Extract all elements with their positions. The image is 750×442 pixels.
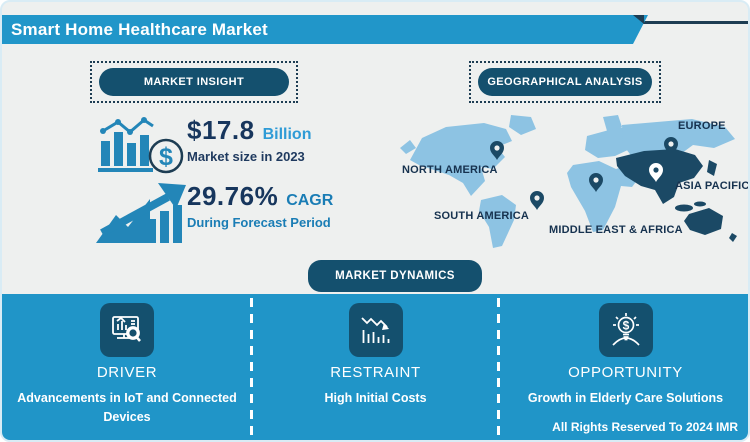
region-label-asia-pacific: ASIA PACIFIC [675,180,750,192]
opportunity-card: $ OPPORTUNITY Growth in Elderly Care Sol… [499,294,748,440]
restraint-description: High Initial Costs [324,391,427,405]
declining-bars-icon [348,303,403,357]
copyright-text: All Rights Reserved To 2024 IMR [552,420,738,434]
header-banner: Smart Home Healthcare Market [0,15,648,44]
market-insight-badge: MARKET INSIGHT [90,61,298,103]
cagr-value: 29.76% [187,181,279,211]
growth-arrow-chart-icon [94,181,194,250]
bulb-dollar-icon: $ [598,303,653,357]
page-title: Smart Home Healthcare Market [11,19,268,39]
header-notch-shape [633,15,644,24]
region-label-north-america: NORTH AMERICA [402,164,498,176]
card-separator [497,298,500,440]
market-size-caption: Market size in 2023 [187,149,305,164]
world-map: NORTH AMERICA SOUTH AMERICA EUROPE ASIA … [394,108,750,254]
opportunity-title: OPPORTUNITY [568,364,683,381]
market-size-value: $17.8 [187,115,255,145]
market-size-unit: Billion [262,126,312,143]
cagr-unit: CAGR [286,192,334,209]
restraint-title: RESTRAINT [330,364,421,381]
market-insight-badge-label: MARKET INSIGHT [99,68,289,96]
region-label-middle-east-africa: MIDDLE EAST & AFRICA [549,224,683,236]
svg-text:$: $ [622,319,629,333]
driver-card: DRIVER Advancements in IoT and Connected… [2,294,252,440]
cagr-stat: 29.76% CAGR During Forecast Period [187,181,333,230]
restraint-card: RESTRAINT High Initial Costs [252,294,499,440]
driver-description: Advancements in IoT and Connected Device… [17,391,237,425]
world-map-graphic [400,115,737,248]
driver-title: DRIVER [96,364,158,381]
region-label-south-america: SOUTH AMERICA [434,210,530,222]
geographical-analysis-badge-label: GEOGRAPHICAL ANALYSIS [478,68,652,96]
geographical-analysis-badge: GEOGRAPHICAL ANALYSIS [469,61,661,103]
card-separator [250,298,253,440]
opportunity-description: Growth in Elderly Care Solutions [527,391,724,405]
monitor-analytics-icon [100,303,154,357]
market-dynamics-badge: MARKET DYNAMICS [308,260,482,292]
svg-text:$: $ [159,143,173,171]
market-size-stat: $17.8 Billion Market size in 2023 [187,115,311,164]
region-label-europe: EUROPE [678,120,726,132]
header-accent-line [632,21,748,24]
bar-chart-dollar-icon: $ [96,116,188,179]
market-dynamics-section: DRIVER Advancements in IoT and Connected… [2,294,748,440]
cagr-caption: During Forecast Period [187,215,331,230]
